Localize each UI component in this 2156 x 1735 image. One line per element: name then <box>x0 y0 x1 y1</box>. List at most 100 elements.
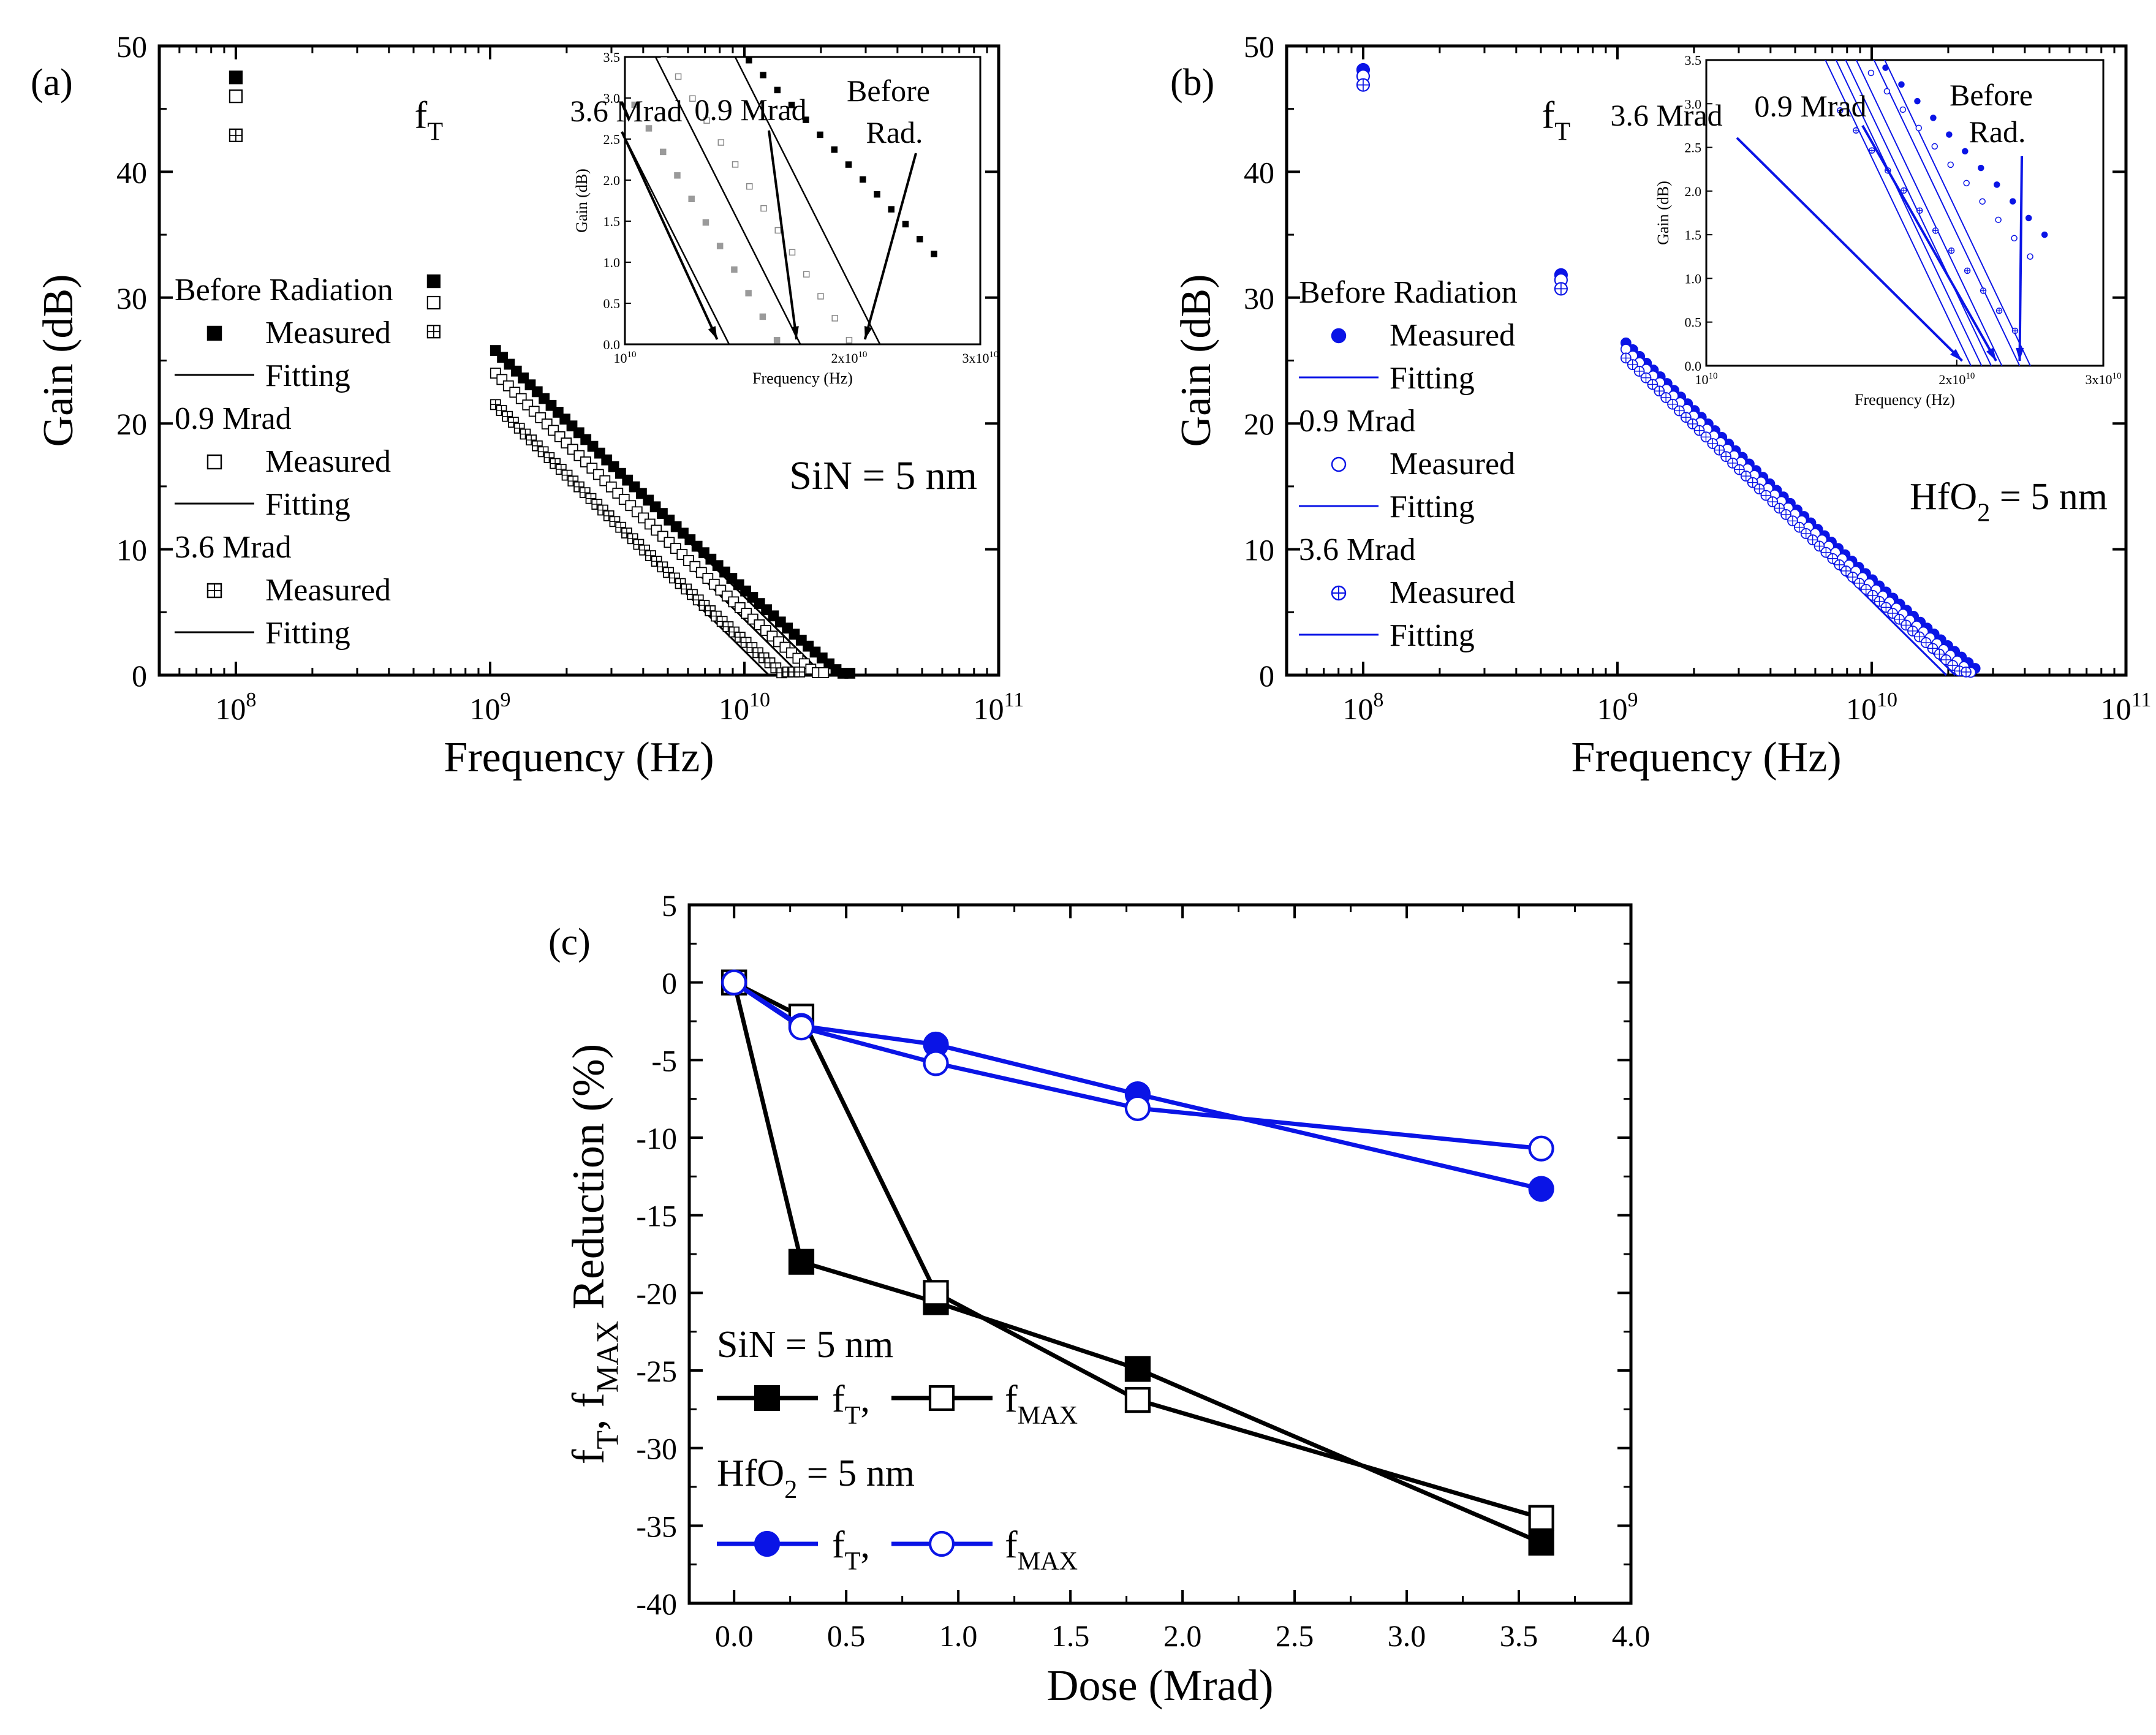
panel-b-inset-s0-m10 <box>2025 214 2032 222</box>
panel-b-inset-s2-m0 <box>1837 107 1844 114</box>
panel-b-inset-ytick-label: 3.5 <box>1685 53 1702 68</box>
panel-c-series-1-point-3-shape <box>1124 1387 1151 1413</box>
panel-a-inset-ytick-label: 2.5 <box>603 132 621 147</box>
panel-b-inset-s0-m5 <box>1946 131 1953 138</box>
panel-a-inset-s0-m11 <box>874 191 880 198</box>
panel-c-xtick-label: 3.0 <box>1388 1619 1426 1653</box>
panel-c-series-2-point-4 <box>1528 1176 1554 1202</box>
panel-b-series-2-meas-23 <box>1774 502 1785 514</box>
panel-a-inset-s1-m13-shape <box>817 293 824 300</box>
panel-a-xtick-label: 1011 <box>974 689 1024 726</box>
panel-b-series-2-meas-0 <box>1620 352 1632 364</box>
panel-a-inset-ytick-label: 3.0 <box>603 91 621 106</box>
panel-a-inset-s1-m11-shape <box>789 249 796 256</box>
panel-a-inset-s2-m9 <box>688 195 695 203</box>
panel-b-inset-s2-m11 <box>2011 327 2019 335</box>
panel-b-inset-arrow-label-2: Before <box>1950 78 2033 112</box>
panel-a-inset-s0-m9 <box>845 161 852 168</box>
panel-b-inset-s1-m7 <box>1963 180 1970 187</box>
panel-b-series-2-meas-17 <box>1733 464 1745 475</box>
panel-b-legend-fitting-1: Fitting <box>1390 490 1475 524</box>
panel-c-xtick-label: 0.5 <box>827 1619 866 1653</box>
panel-b-series-2-meas-19 <box>1747 477 1758 488</box>
panel-b-series-2-meas-20 <box>1753 483 1765 494</box>
panel-b-ft-label: fT <box>1542 95 1571 146</box>
panel-a-legend-fitting-0: Fitting <box>265 358 350 393</box>
panel-b-inset-ytick-label: 2.0 <box>1685 184 1702 199</box>
panel-a-legend-title-0: Before Radiation <box>175 273 393 308</box>
panel-a-inset-s2-m11 <box>716 243 724 249</box>
panel-a-inset-content <box>625 57 937 344</box>
panel-b-inset-s1-m8 <box>1979 198 1986 205</box>
panel-b-inset-ytick-label: 2.5 <box>1685 140 1702 156</box>
panel-a-inset-s0-m2-shape <box>746 57 752 64</box>
panel-b-xtick-label: 108 <box>1342 689 1383 726</box>
panel-c-xtick-label: 2.5 <box>1276 1619 1314 1653</box>
panel-b-inset-s2-m5 <box>1916 207 1923 214</box>
panel-b-inset-s0-m6 <box>1962 148 1969 155</box>
panel-c-series-3-point-1-shape <box>788 1015 815 1041</box>
panel-b-inset-arrow-2 <box>2018 156 2023 361</box>
panel-a-ytick-label: 0 <box>132 659 147 693</box>
panel-a-inset-s0-m10-shape <box>860 176 866 183</box>
panel-a-ytick-label: 10 <box>116 533 147 567</box>
panel-b-inset-s1-m3-shape <box>1899 106 1907 113</box>
panel-b-ytick-label: 50 <box>1244 29 1274 64</box>
panel-c-series-3-point-3-shape <box>1124 1095 1151 1121</box>
panel-a-inset-s0-m11-shape <box>874 191 880 198</box>
panel-b-series-2-point-1 <box>1554 282 1568 296</box>
panel-a-inset-s0-m4-shape <box>774 86 781 94</box>
panel-a-inset-arrow-1 <box>768 130 798 340</box>
panel-a-ft-label: fT <box>415 95 444 146</box>
panel-b-inset-s1-m6 <box>1947 161 1954 168</box>
panel-a-inset-ytick-label: 1.0 <box>603 255 621 270</box>
panel-b-series-2-meas-12 <box>1700 431 1712 443</box>
panel-b-inset-s2-m2 <box>1869 147 1875 154</box>
panel-a-ytick-label: 50 <box>116 29 147 64</box>
panel-b-series-2-meas-28 <box>1807 534 1818 546</box>
panel-b-series-2-meas-18 <box>1740 471 1752 482</box>
panel-a-inset-s2-m14-shape <box>759 313 766 320</box>
panel-a-inset-ytick-label: 2.0 <box>603 173 621 188</box>
panel-b-inset-s1-m4-shape <box>1915 124 1923 132</box>
panel-b-series-2-meas-7 <box>1667 398 1678 410</box>
panel-a-inset-s0-m14-shape <box>916 236 923 243</box>
panel-b-series-2-meas-41 <box>1894 613 1905 625</box>
panel-b-series-2-meas-39 <box>1880 602 1892 613</box>
panel-b-inset-s2-m9 <box>1980 287 1987 294</box>
panel-a-inset-s1-m8 <box>746 183 753 190</box>
panel-a-inset-ytick-label: 3.5 <box>603 50 621 65</box>
panel-c-label: (c) <box>548 921 591 963</box>
panel-a-inset-s1-m9-shape <box>760 205 767 212</box>
panel-b-inset-s0-m2-shape <box>1898 81 1905 88</box>
panel-b-series-2-meas-36 <box>1860 583 1872 595</box>
panel-a-series-2-point-0 <box>229 128 243 142</box>
panel-b-inset-s0-m5-shape <box>1946 131 1953 138</box>
panel-a-series-0-point-1-shape <box>426 274 441 289</box>
panel-a-series-1-meas-51 <box>818 667 830 678</box>
panel-b-series-2-meas-32 <box>1834 559 1845 570</box>
panel-c-ytick-label: -30 <box>636 1432 677 1466</box>
panel-a-inset-s2-m8 <box>674 172 681 179</box>
panel-c-legend-marker-b-1 <box>928 1530 955 1557</box>
panel-b-inset-s0-m3 <box>1914 97 1921 105</box>
panel-a-inset-s1-m7-shape <box>732 161 739 168</box>
panel-a-inset-frame <box>624 56 982 346</box>
panel-c-legend-marker-b-0-shape <box>928 1385 955 1412</box>
panel-a-inset-s0-m15 <box>931 251 937 257</box>
panel-a-series-1-point-1-shape <box>426 295 441 310</box>
panel-b-xlabel: Frequency (Hz) <box>1571 734 1841 781</box>
panel-b-legend-title-0: Before Radiation <box>1299 275 1518 310</box>
panel-a-xlabel: Frequency (Hz) <box>444 734 714 781</box>
panel-a-inset-s1-m15-shape <box>845 337 853 344</box>
panel-c-series-0-point-1 <box>788 1249 815 1275</box>
panel-b-inset-s2-m8 <box>1964 267 1971 274</box>
panel-b-inset-s0-m9 <box>2009 198 2016 205</box>
panel-a-inset-s0-m12 <box>888 206 895 213</box>
panel-c-legend-marker-a-1 <box>754 1530 781 1557</box>
panel-a-series-0-meas-51-shape <box>844 668 856 679</box>
panel-b-ytick-label: 20 <box>1244 407 1274 441</box>
panel-c-ytick-label: -40 <box>636 1587 677 1621</box>
panel-a-inset-s0-m8 <box>831 146 838 153</box>
panel-b-legend-marker-0 <box>1331 328 1347 344</box>
